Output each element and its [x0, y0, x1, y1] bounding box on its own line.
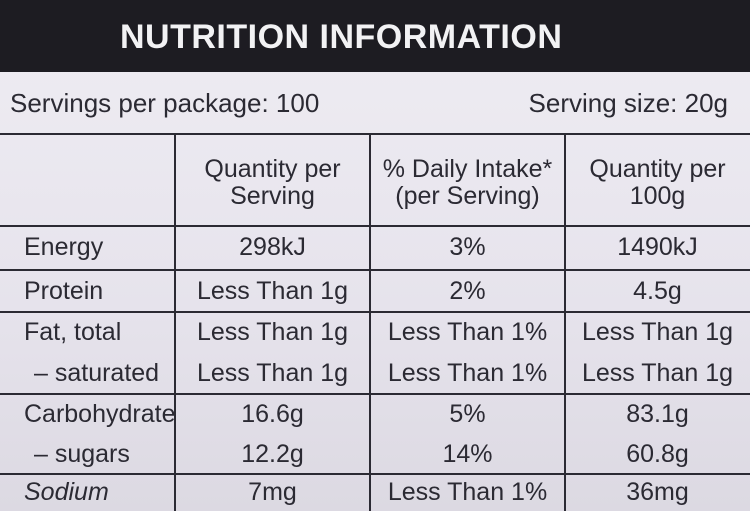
column-header: Quantity per 100g — [589, 155, 726, 210]
nutrient-value: 36mg — [626, 478, 689, 507]
row-label: – sugars — [34, 439, 130, 468]
column-rule — [369, 133, 371, 511]
rule — [0, 393, 750, 395]
nutrient-value: 12.2g — [241, 439, 304, 468]
row-label: Protein — [24, 276, 104, 305]
nutrient-value: 3% — [449, 233, 486, 262]
nutrient-value: 60.8g — [626, 439, 689, 468]
nutrient-value: Less Than 1g — [196, 359, 349, 388]
column-header: % Daily Intake* (per Serving) — [382, 155, 553, 210]
nutrient-value: Less Than 1g — [196, 318, 349, 347]
nutrient-value: Less Than 1% — [387, 478, 548, 507]
nutrient-value: 83.1g — [626, 399, 689, 428]
serving-size: Serving size: 20g — [528, 88, 728, 118]
nutrient-value: 1490kJ — [617, 233, 698, 262]
row-label: – saturated — [34, 359, 160, 388]
column-rule — [564, 133, 566, 511]
rule — [0, 473, 750, 475]
nutrient-value: 4.5g — [633, 276, 682, 305]
nutrient-value: Less Than 1g — [581, 359, 734, 388]
rule — [0, 225, 750, 227]
nutrient-value: 2% — [449, 276, 486, 305]
nutrient-value: Less Than 1% — [387, 318, 548, 347]
row-label: Fat, total — [24, 318, 122, 347]
nutrient-value: 16.6g — [241, 399, 304, 428]
servings-per-package: Servings per package: 100 — [10, 88, 320, 118]
nutrient-value: Less Than 1g — [196, 276, 349, 305]
column-rule — [174, 133, 176, 511]
nutrient-value: Less Than 1g — [581, 318, 734, 347]
row-label: Energy — [24, 233, 104, 262]
nutrient-value: 5% — [449, 399, 486, 428]
nutrient-value: 7mg — [248, 478, 297, 507]
column-header: Quantity per Serving — [204, 155, 341, 210]
row-label: Carbohydrate — [24, 399, 176, 428]
rule — [0, 311, 750, 313]
rule — [0, 269, 750, 271]
title-bar: NUTRITION INFORMATION — [0, 0, 750, 72]
rule — [0, 133, 750, 135]
nutrient-value: 14% — [442, 439, 493, 468]
title: NUTRITION INFORMATION — [120, 18, 563, 56]
nutrient-value: 298kJ — [239, 233, 306, 262]
nutrient-value: Less Than 1% — [387, 359, 548, 388]
row-label: Sodium — [24, 478, 109, 507]
